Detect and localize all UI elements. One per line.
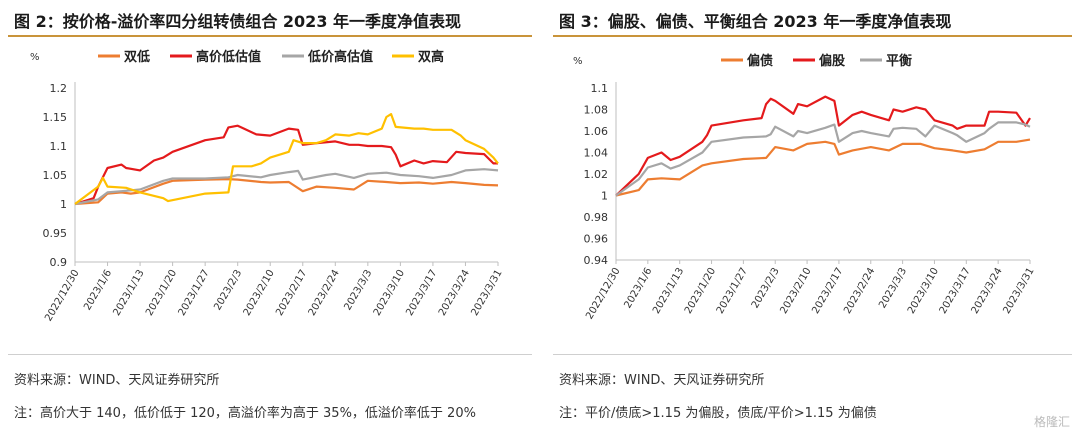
- x-tick-label: 2023/3/3: [877, 266, 909, 310]
- title-rule: [553, 35, 1072, 37]
- x-tick-label: 2023/1/6: [82, 268, 114, 312]
- source-note: 资料来源：WIND、天风证券研究所: [14, 373, 220, 388]
- x-tick-label: 2023/3/17: [938, 266, 973, 316]
- x-tick-label: 2023/3/17: [404, 268, 439, 318]
- x-tick-label: 2023/2/17: [274, 268, 309, 318]
- x-tick-label: 2023/3/31: [469, 268, 504, 318]
- y-tick-label: 1.08: [584, 104, 609, 117]
- x-tick-label: 2023/2/24: [842, 266, 877, 316]
- x-tick-label: 2023/1/20: [683, 266, 718, 316]
- x-tick-label: 2023/2/10: [242, 268, 277, 318]
- series-line: [615, 138, 1031, 197]
- y-tick-label: 1.02: [584, 168, 609, 181]
- y-tick-label: 1.05: [43, 169, 68, 182]
- x-tick-label: 2023/1/13: [112, 268, 147, 318]
- x-tick-label: 2023/1/20: [144, 268, 179, 318]
- x-tick-label: 2022/12/30: [43, 268, 81, 323]
- bottom-rule: [553, 354, 1072, 355]
- x-tick-label: 2023/1/27: [715, 266, 750, 316]
- right-panel: 图 3：偏股、偏债、平衡组合 2023 年一季度净值表现 % 0.94 0.96 0.…: [545, 0, 1080, 436]
- footnote: 注：高价大于 140，低价低于 120，高溢价率为高于 35%，低溢价率低于 2…: [14, 406, 476, 421]
- x-tick-label: 2023/1/27: [177, 268, 212, 318]
- right-chart: % 0.94 0.96 0.98 1 1.02 1.04 1.06 1.08 1.1 2022/12…: [573, 53, 1037, 321]
- x-tick-label: 2023/3/10: [372, 268, 407, 318]
- watermark: 格隆汇: [1033, 415, 1070, 429]
- series-line: [74, 168, 499, 206]
- y-tick-label: 1: [601, 190, 608, 203]
- y-tick-label: 1: [60, 198, 67, 211]
- x-tick-label: 2023/3/24: [437, 268, 472, 318]
- figure-title: 图 2：按价格-溢价率四分组转债组合 2023 年一季度净值表现: [14, 12, 462, 31]
- source-note: 资料来源：WIND、天风证券研究所: [559, 373, 765, 388]
- y-tick-label: 1.1: [50, 140, 68, 153]
- x-tick-label: 2023/1/13: [651, 266, 686, 316]
- series-line: [74, 112, 499, 205]
- x-tick-label: 2023/2/17: [810, 266, 845, 316]
- unit-label: %: [30, 52, 40, 63]
- legend-label: 低价高估值: [307, 49, 373, 65]
- x-tick-label: 2023/2/10: [779, 266, 814, 316]
- legend-label: 偏股: [819, 53, 845, 69]
- x-tick-label: 2023/3/24: [970, 266, 1005, 316]
- bottom-rule: [8, 354, 532, 355]
- series-line: [74, 178, 499, 206]
- left-panel: 图 2：按价格-溢价率四分组转债组合 2023 年一季度净值表现 % 0.9 0.9…: [8, 12, 532, 421]
- x-tick-label: 2023/2/24: [307, 268, 342, 318]
- legend-label: 高价低估值: [196, 49, 261, 65]
- figure-title: 图 3：偏股、偏债、平衡组合 2023 年一季度净值表现: [559, 12, 952, 31]
- footnote: 注：平价/债底>1.15 为偏股，债底/平价>1.15 为偏债: [559, 406, 877, 421]
- y-tick-label: 0.95: [43, 227, 68, 240]
- x-tick-label: 2022/12/30: [584, 266, 622, 321]
- x-tick-label: 2023/3/10: [906, 266, 941, 316]
- y-tick-label: 1.1: [591, 82, 609, 95]
- y-tick-label: 1.06: [584, 125, 609, 138]
- legend-label: 双低: [124, 49, 150, 65]
- x-tick-label: 2023/3/31: [1001, 266, 1036, 316]
- legend-label: 偏债: [747, 53, 773, 69]
- x-tick-label: 2023/1/6: [622, 266, 654, 310]
- y-tick-label: 0.9: [50, 256, 68, 269]
- unit-label: %: [573, 56, 583, 67]
- legend-label: 平衡: [886, 53, 912, 69]
- y-tick-label: 1.04: [584, 147, 609, 160]
- y-tick-label: 0.94: [584, 254, 609, 267]
- series-line: [74, 124, 498, 206]
- series-line: [615, 95, 1031, 197]
- x-tick-label: 2023/3/3: [342, 268, 374, 312]
- legend-label: 双高: [418, 49, 444, 65]
- x-tick-label: 2023/2/3: [212, 268, 244, 312]
- series-line: [615, 121, 1031, 197]
- y-tick-label: 1.15: [43, 111, 68, 124]
- y-tick-label: 0.98: [584, 211, 609, 224]
- y-tick-label: 1.2: [50, 82, 68, 95]
- x-tick-label: 2023/2/3: [750, 266, 782, 310]
- y-tick-label: 0.96: [584, 233, 609, 246]
- title-rule: [8, 35, 532, 37]
